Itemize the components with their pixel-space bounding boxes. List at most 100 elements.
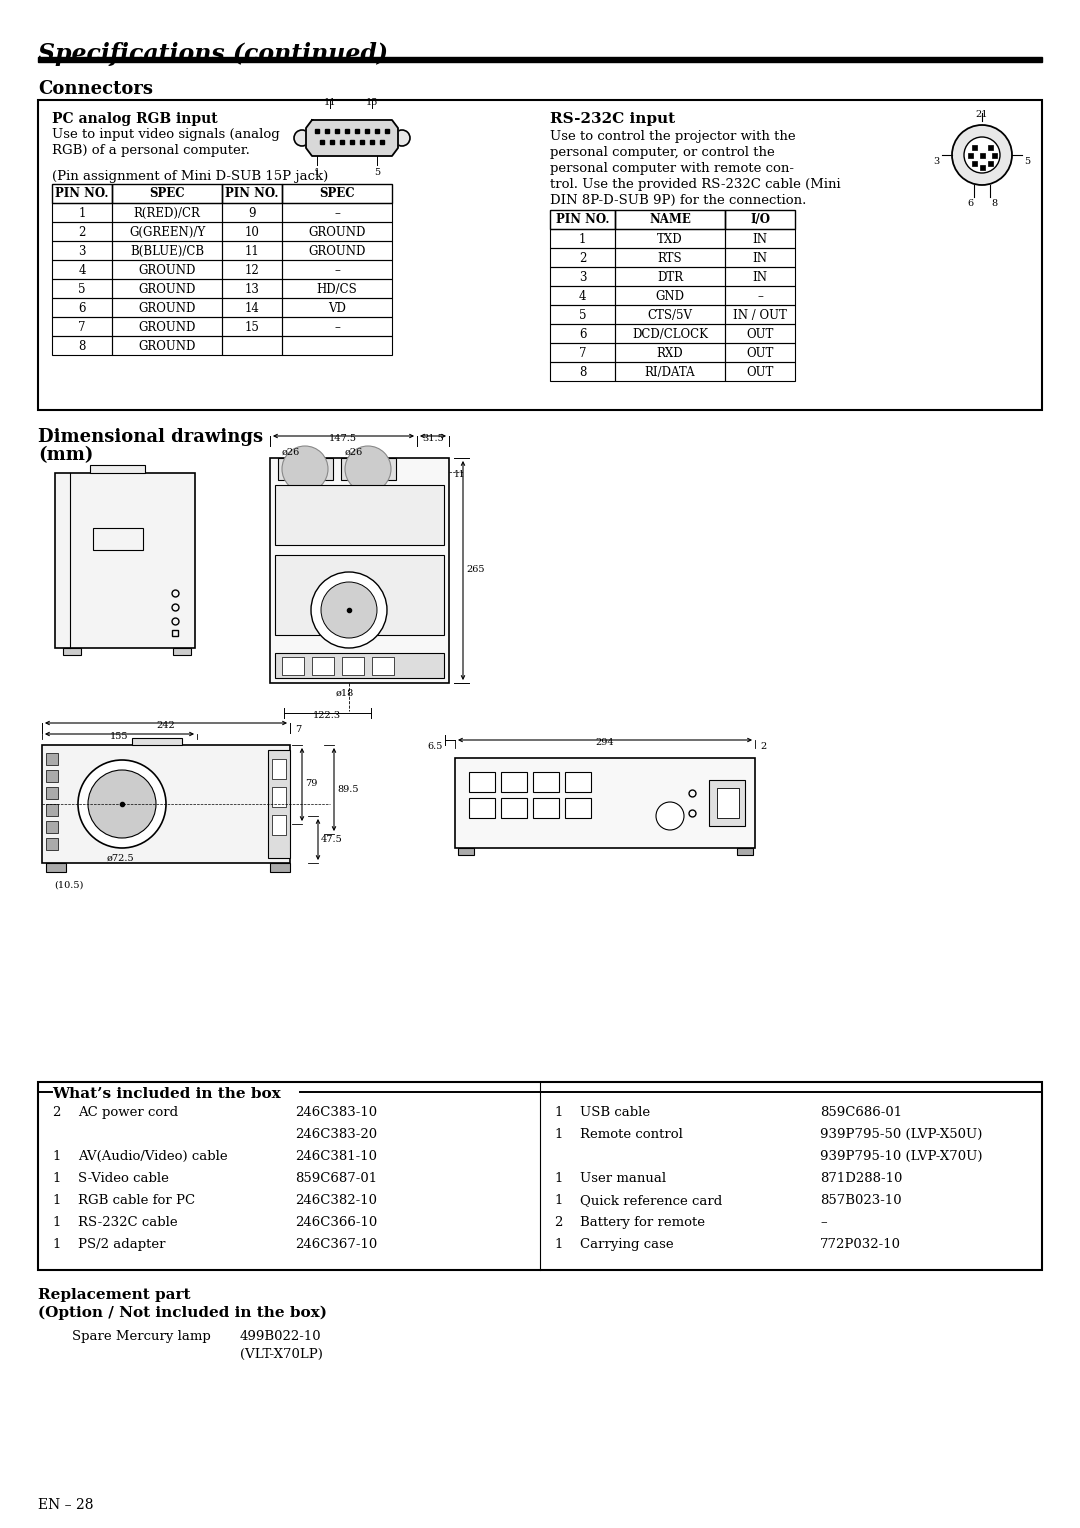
Bar bbox=[52, 336, 112, 354]
Text: 147.5: 147.5 bbox=[329, 434, 357, 443]
Bar bbox=[222, 203, 282, 222]
Text: 5: 5 bbox=[374, 168, 380, 177]
Text: G(GREEN)/Y: G(GREEN)/Y bbox=[129, 226, 205, 238]
Text: 294: 294 bbox=[596, 738, 615, 747]
Text: EN – 28: EN – 28 bbox=[38, 1497, 94, 1513]
Bar bbox=[725, 286, 795, 306]
Text: (10.5): (10.5) bbox=[54, 882, 83, 889]
Bar bbox=[615, 286, 725, 306]
Bar bbox=[341, 458, 396, 480]
Bar bbox=[980, 165, 985, 170]
Text: RS-232C cable: RS-232C cable bbox=[78, 1216, 177, 1229]
Text: 246C366-10: 246C366-10 bbox=[295, 1216, 377, 1229]
Bar bbox=[501, 798, 527, 817]
Text: 11: 11 bbox=[324, 98, 336, 107]
Bar bbox=[565, 798, 591, 817]
Bar bbox=[725, 229, 795, 248]
Text: 857B023-10: 857B023-10 bbox=[820, 1193, 902, 1207]
Text: 14: 14 bbox=[244, 303, 259, 315]
Text: Quick reference card: Quick reference card bbox=[580, 1193, 723, 1207]
Text: trol. Use the provided RS-232C cable (Mini: trol. Use the provided RS-232C cable (Mi… bbox=[550, 177, 840, 191]
Text: 122.3: 122.3 bbox=[313, 711, 341, 720]
Circle shape bbox=[394, 130, 410, 147]
Text: GROUND: GROUND bbox=[138, 303, 195, 315]
Text: Specifications (continued): Specifications (continued) bbox=[38, 41, 388, 66]
Text: 5: 5 bbox=[579, 309, 586, 322]
Bar bbox=[112, 316, 222, 336]
Bar bbox=[615, 229, 725, 248]
Text: IN: IN bbox=[753, 252, 768, 264]
Text: 4: 4 bbox=[78, 264, 85, 277]
Circle shape bbox=[345, 446, 391, 492]
Bar bbox=[312, 657, 334, 675]
Bar bbox=[275, 555, 444, 636]
Bar bbox=[46, 821, 58, 833]
Bar bbox=[222, 336, 282, 354]
Text: User manual: User manual bbox=[580, 1172, 666, 1186]
Text: 11: 11 bbox=[454, 471, 465, 478]
Text: 7: 7 bbox=[579, 347, 586, 361]
Bar bbox=[275, 484, 444, 545]
Text: RI/DATA: RI/DATA bbox=[645, 367, 696, 379]
Text: R(RED)/CR: R(RED)/CR bbox=[134, 206, 201, 220]
Bar bbox=[52, 298, 112, 316]
Text: 6: 6 bbox=[967, 199, 973, 208]
Text: 13: 13 bbox=[244, 283, 259, 296]
Text: TXD: TXD bbox=[658, 232, 683, 246]
Bar bbox=[469, 798, 495, 817]
Text: OUT: OUT bbox=[746, 367, 773, 379]
Text: 246C367-10: 246C367-10 bbox=[295, 1238, 377, 1251]
Bar bbox=[112, 241, 222, 260]
Text: Use to input video signals (analog: Use to input video signals (analog bbox=[52, 128, 280, 141]
Text: USB cable: USB cable bbox=[580, 1106, 650, 1118]
Text: DIN 8P-D-SUB 9P) for the connection.: DIN 8P-D-SUB 9P) for the connection. bbox=[550, 194, 807, 206]
Bar bbox=[90, 465, 145, 474]
Bar bbox=[725, 209, 795, 229]
Text: PC analog RGB input: PC analog RGB input bbox=[52, 112, 218, 125]
Text: 1: 1 bbox=[579, 232, 586, 246]
Bar bbox=[991, 153, 997, 157]
Bar bbox=[63, 648, 81, 656]
Bar bbox=[565, 772, 591, 792]
Text: 4: 4 bbox=[579, 290, 586, 303]
Text: 1: 1 bbox=[52, 1216, 60, 1229]
Text: PIN NO.: PIN NO. bbox=[55, 186, 109, 200]
Bar bbox=[282, 203, 392, 222]
Bar bbox=[112, 280, 222, 298]
Text: What’s included in the box: What’s included in the box bbox=[52, 1086, 281, 1102]
Bar bbox=[278, 458, 333, 480]
Text: 6: 6 bbox=[579, 329, 586, 341]
Bar bbox=[46, 863, 66, 872]
Bar bbox=[972, 145, 976, 150]
Bar bbox=[615, 248, 725, 267]
Bar bbox=[737, 848, 753, 856]
Circle shape bbox=[951, 125, 1012, 185]
Text: ø26: ø26 bbox=[282, 448, 300, 457]
Bar bbox=[52, 203, 112, 222]
Bar bbox=[132, 738, 183, 746]
Text: personal computer, or control the: personal computer, or control the bbox=[550, 147, 774, 159]
Text: 2: 2 bbox=[79, 226, 85, 238]
Bar bbox=[615, 306, 725, 324]
Bar bbox=[987, 145, 993, 150]
Bar bbox=[46, 837, 58, 850]
Bar bbox=[615, 209, 725, 229]
Text: 859C686-01: 859C686-01 bbox=[820, 1106, 902, 1118]
Bar bbox=[550, 306, 615, 324]
Text: 939P795-10 (LVP-X70U): 939P795-10 (LVP-X70U) bbox=[820, 1151, 983, 1163]
Bar bbox=[282, 260, 392, 280]
Text: AV(Audio/Video) cable: AV(Audio/Video) cable bbox=[78, 1151, 228, 1163]
Text: 1: 1 bbox=[52, 1172, 60, 1186]
Bar bbox=[534, 798, 559, 817]
Text: 246C381-10: 246C381-10 bbox=[295, 1151, 377, 1163]
Circle shape bbox=[321, 582, 377, 639]
Circle shape bbox=[656, 802, 684, 830]
Bar bbox=[112, 298, 222, 316]
Text: (Option / Not included in the box): (Option / Not included in the box) bbox=[38, 1306, 327, 1320]
Text: IN: IN bbox=[753, 232, 768, 246]
Text: (VLT-X70LP): (VLT-X70LP) bbox=[240, 1348, 323, 1361]
Bar bbox=[222, 298, 282, 316]
Text: –: – bbox=[757, 290, 762, 303]
Bar bbox=[52, 316, 112, 336]
Text: 1: 1 bbox=[554, 1238, 563, 1251]
